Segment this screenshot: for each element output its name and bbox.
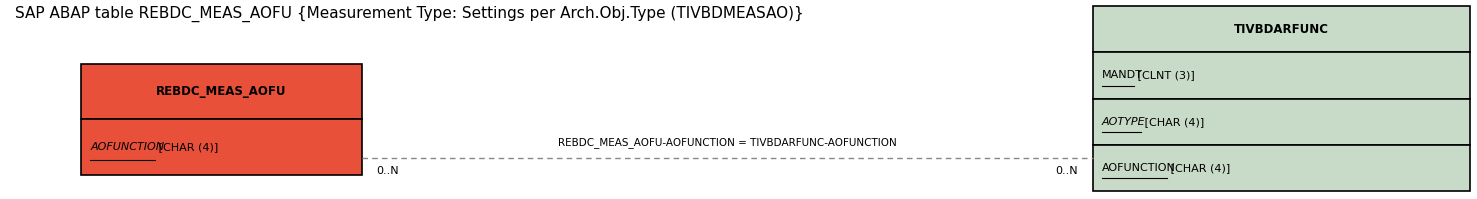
Text: [CHAR (4)]: [CHAR (4)]	[1140, 117, 1204, 127]
Text: AOTYPE: AOTYPE	[1102, 117, 1146, 127]
Bar	[1093, 99, 1470, 145]
Text: REBDC_MEAS_AOFU: REBDC_MEAS_AOFU	[157, 85, 287, 98]
Text: AOFUNCTION: AOFUNCTION	[90, 142, 164, 152]
Text: [CLNT (3)]: [CLNT (3)]	[1134, 70, 1195, 80]
Text: AOTYPE: AOTYPE	[1102, 117, 1146, 127]
Bar	[1093, 145, 1470, 191]
Text: REBDC_MEAS_AOFU-AOFUNCTION = TIVBDARFUNC-AOFUNCTION: REBDC_MEAS_AOFU-AOFUNCTION = TIVBDARFUNC…	[558, 137, 897, 148]
Bar	[1093, 52, 1470, 99]
Text: AOFUNCTION: AOFUNCTION	[90, 142, 164, 152]
Text: [CHAR (4)]: [CHAR (4)]	[1167, 163, 1230, 173]
Text: MANDT: MANDT	[1102, 70, 1143, 80]
Text: AOFUNCTION: AOFUNCTION	[1102, 163, 1176, 173]
Bar	[81, 119, 362, 175]
Text: SAP ABAP table REBDC_MEAS_AOFU {Measurement Type: Settings per Arch.Obj.Type (TI: SAP ABAP table REBDC_MEAS_AOFU {Measurem…	[15, 6, 803, 22]
Text: MANDT: MANDT	[1102, 70, 1143, 80]
Text: 0..N: 0..N	[377, 166, 399, 176]
Text: TIVBDARFUNC: TIVBDARFUNC	[1233, 23, 1329, 36]
Text: [CHAR (4)]: [CHAR (4)]	[155, 142, 219, 152]
Bar	[81, 64, 362, 119]
Text: AOFUNCTION: AOFUNCTION	[1102, 163, 1176, 173]
Bar	[1093, 6, 1470, 52]
Text: 0..N: 0..N	[1056, 166, 1078, 176]
